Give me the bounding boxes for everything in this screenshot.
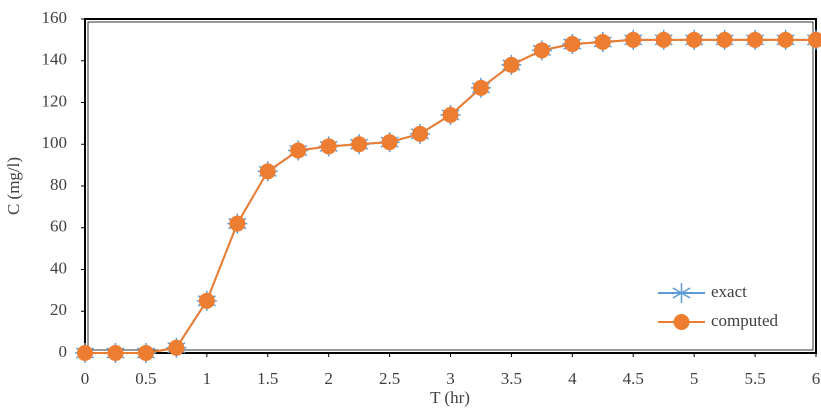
- plot-frame-inner: [87, 21, 814, 351]
- y-tick-label: 0: [59, 342, 68, 361]
- y-axis-label: C (mg/l): [4, 157, 23, 215]
- data-point: [564, 36, 581, 53]
- y-tick-label: 160: [42, 8, 68, 27]
- legend-marker: [671, 283, 692, 303]
- plot-frame: [84, 18, 817, 354]
- x-axis-label: T (hr): [430, 388, 470, 407]
- data-point: [472, 79, 489, 96]
- data-point: [716, 31, 733, 48]
- y-tick-label: 140: [42, 50, 68, 69]
- data-point: [594, 33, 611, 50]
- x-tick-label: 0.5: [135, 369, 156, 388]
- data-point: [412, 125, 429, 142]
- data-point: [747, 31, 764, 48]
- x-tick-label: 0: [81, 369, 90, 388]
- x-tick-label: 2: [324, 369, 333, 388]
- data-point: [808, 31, 821, 48]
- data-point: [777, 31, 794, 48]
- x-tick-label: 4: [568, 369, 577, 388]
- data-point: [168, 339, 185, 356]
- x-tick-label: 1: [203, 369, 212, 388]
- data-point: [137, 345, 154, 361]
- legend-marker: [673, 314, 690, 330]
- x-tick-label: 5: [690, 369, 699, 388]
- y-tick-label: 120: [42, 91, 68, 110]
- data-point: [625, 31, 642, 48]
- y-tick-label: 80: [50, 175, 67, 194]
- data-point: [290, 142, 307, 159]
- x-tick-label: 3: [446, 369, 455, 388]
- x-tick-label: 5.5: [744, 369, 765, 388]
- y-tick-label: 40: [50, 258, 67, 277]
- data-point: [259, 163, 276, 180]
- data-point: [229, 215, 246, 232]
- data-point: [686, 31, 703, 48]
- x-tick-label: 1.5: [257, 369, 278, 388]
- y-tick-label: 100: [42, 133, 68, 152]
- series-line: [85, 38, 816, 354]
- y-tick-label: 20: [50, 300, 67, 319]
- legend-label: computed: [711, 311, 779, 330]
- data-point: [381, 134, 398, 151]
- x-tick-label: 6: [812, 369, 821, 388]
- data-point: [503, 56, 520, 73]
- data-point: [107, 345, 124, 361]
- data-point: [77, 345, 93, 361]
- data-point: [442, 107, 459, 124]
- x-tick-label: 4.5: [623, 369, 644, 388]
- data-point: [320, 138, 337, 155]
- series-line: [85, 38, 816, 354]
- y-tick-label: 60: [50, 217, 67, 236]
- x-tick-label: 2.5: [379, 369, 400, 388]
- data-point: [655, 31, 672, 48]
- data-point: [198, 292, 215, 309]
- data-point: [533, 42, 550, 59]
- legend-label: exact: [711, 282, 747, 301]
- data-point: [351, 136, 368, 153]
- x-tick-label: 3.5: [501, 369, 522, 388]
